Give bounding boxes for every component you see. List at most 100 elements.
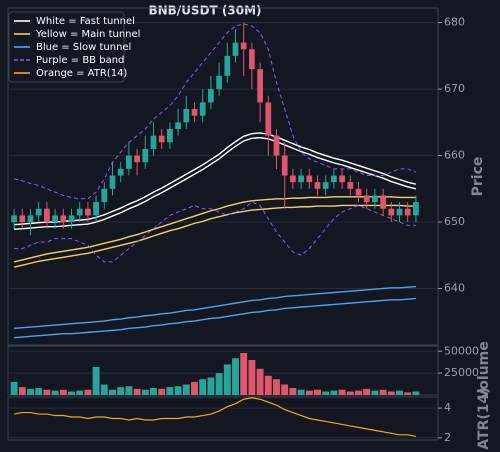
candle-body xyxy=(142,148,149,163)
candle-body xyxy=(117,168,124,176)
candle-body xyxy=(298,175,304,183)
candle-body xyxy=(126,155,132,169)
tunnel-line xyxy=(14,285,416,330)
tunnel-line xyxy=(13,196,416,263)
tunnel-line xyxy=(14,132,417,226)
candle-body xyxy=(363,195,370,203)
volume-bar xyxy=(166,387,174,395)
candle-body xyxy=(404,208,411,216)
volume-bar xyxy=(289,388,297,395)
candle-body xyxy=(322,182,329,189)
volume-bar xyxy=(35,388,43,395)
volume-bar xyxy=(338,389,346,395)
tunnel-line xyxy=(14,136,417,231)
volume-bar xyxy=(387,391,395,395)
candle-body xyxy=(93,202,99,216)
candle-body xyxy=(232,42,239,56)
volume-bar xyxy=(191,381,198,395)
candle-body xyxy=(347,182,354,189)
volume-bar xyxy=(223,364,231,395)
atr-line xyxy=(13,397,417,437)
candle-body xyxy=(19,215,26,223)
panel-frame xyxy=(7,345,439,396)
candle-body xyxy=(224,55,231,76)
candle-body xyxy=(355,188,362,196)
candle-body xyxy=(372,195,378,203)
volume-bar xyxy=(396,390,403,395)
candle-body xyxy=(101,188,108,203)
legend-label: Blue = Slow tunnel xyxy=(36,42,131,53)
volume-bar xyxy=(404,392,412,395)
volume-bar xyxy=(281,384,289,395)
volume-bar xyxy=(371,390,379,395)
volume-bar xyxy=(199,379,207,395)
tunnel-line xyxy=(14,297,416,339)
candle-body xyxy=(249,49,255,70)
candle-body xyxy=(314,182,321,189)
volume-bar xyxy=(207,377,215,395)
volume-bar xyxy=(232,358,239,395)
candle-body xyxy=(109,175,116,189)
volume-bar xyxy=(43,389,51,395)
candle-body xyxy=(199,102,206,116)
candle-body xyxy=(265,102,272,136)
candle-body xyxy=(175,122,181,129)
candle-body xyxy=(158,135,165,143)
volume-bar xyxy=(240,353,248,395)
volume-bar xyxy=(174,386,182,395)
volume-bar xyxy=(330,390,338,395)
legend-box xyxy=(8,11,125,83)
candle-body xyxy=(183,109,190,123)
volume-bar xyxy=(158,388,166,395)
volume-bar xyxy=(100,384,108,395)
candle-body xyxy=(331,175,337,183)
volume-bar xyxy=(355,390,362,395)
candle-body xyxy=(52,215,58,223)
volume-bar xyxy=(182,384,190,395)
volume-bar xyxy=(27,388,34,395)
candle-body xyxy=(76,208,83,216)
y-tick-label: 2 xyxy=(444,431,451,444)
candle-body xyxy=(380,195,386,209)
candle-body xyxy=(339,175,345,183)
volume-bar xyxy=(322,391,330,395)
y-tick-label: 4 xyxy=(444,401,451,414)
volume-bar xyxy=(305,390,313,395)
candle-body xyxy=(290,175,296,183)
y-tick-label: 50000 xyxy=(444,344,479,357)
tunnel-line xyxy=(13,204,416,268)
volume-bar xyxy=(84,389,92,395)
candle-body xyxy=(11,215,17,223)
legend-label: Orange = ATR(14) xyxy=(36,68,127,79)
axis-label: ATR(14) xyxy=(476,387,492,449)
volume-bar xyxy=(297,389,305,395)
candle-body xyxy=(281,155,288,176)
volume-bar xyxy=(109,389,116,395)
y-tick-label: 670 xyxy=(444,82,465,95)
volume-bar xyxy=(256,368,264,395)
volume-bar xyxy=(264,375,272,395)
legend-label: Yellow = Main tunnel xyxy=(35,29,140,40)
volume-bar xyxy=(10,381,18,395)
panel-frame xyxy=(7,7,439,346)
candle-body xyxy=(216,75,222,90)
candle-body xyxy=(85,208,91,216)
candle-body xyxy=(60,215,67,223)
candle-body xyxy=(150,135,157,149)
candle-body xyxy=(167,128,173,143)
candle-body xyxy=(191,109,198,116)
candle-body xyxy=(240,42,247,50)
chart-title: BNB/USDT (30M) xyxy=(148,4,261,18)
y-tick-label: 640 xyxy=(444,282,465,295)
volume-bar xyxy=(215,373,223,395)
volume-bar xyxy=(150,388,157,395)
volume-bar xyxy=(18,387,26,395)
tunnel-line xyxy=(13,23,417,200)
volume-bar xyxy=(379,389,387,395)
volume-bar xyxy=(133,388,141,395)
volume-bar xyxy=(51,390,59,395)
axis-label: Price xyxy=(470,157,486,197)
panel-frame xyxy=(7,396,439,441)
candle-body xyxy=(273,135,280,156)
